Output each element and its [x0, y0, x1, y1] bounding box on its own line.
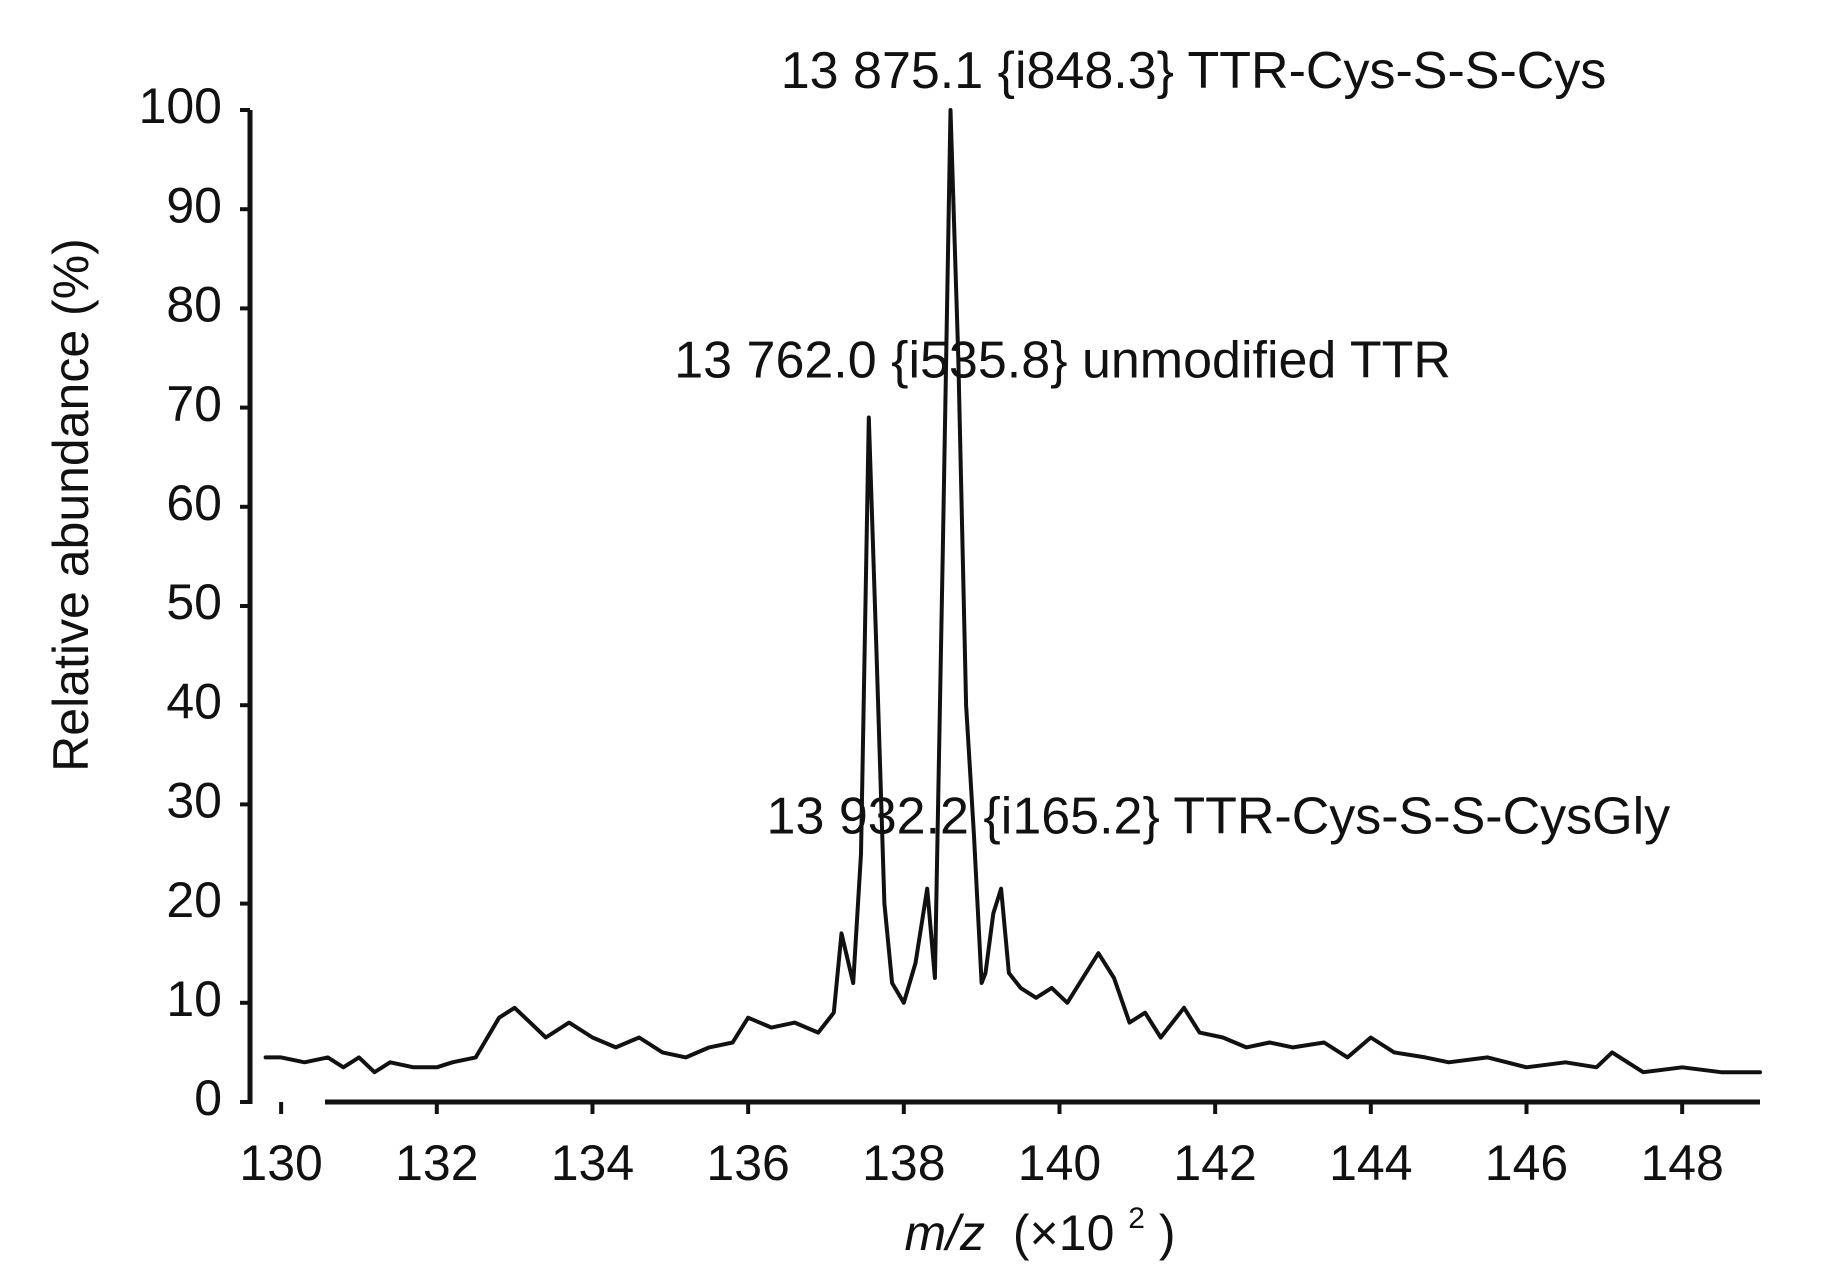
x-tick-label: 132 [395, 1135, 478, 1191]
peak-label: 13 932.2 {i165.2} TTR-Cys-S-S-CysGly [767, 788, 1671, 846]
x-axis-title-sup: 2 [1128, 1202, 1145, 1235]
peak-label: 13 875.1 {i848.3} TTR-Cys-S-S-Cys [781, 42, 1607, 100]
x-tick-label: 136 [706, 1135, 789, 1191]
y-axis: 0 10 20 30 40 50 60 70 80 90 100 [139, 78, 253, 1126]
x-tick-label: 130 [239, 1135, 322, 1191]
x-tick-label: 138 [862, 1135, 945, 1191]
y-tick-label: 20 [166, 872, 222, 928]
x-tick-label: 142 [1173, 1135, 1256, 1191]
y-tick-label: 100 [139, 78, 222, 134]
y-tick-label: 80 [166, 277, 222, 333]
peak-annotations: 13 875.1 {i848.3} TTR-Cys-S-S-Cys 13 762.… [674, 42, 1670, 846]
y-tick-label: 90 [166, 177, 222, 233]
x-axis: 130 132 134 136 138 140 142 144 146 148 [239, 1099, 1760, 1191]
y-tick-label: 50 [166, 574, 222, 630]
x-tick-label: 134 [551, 1135, 634, 1191]
spectrum-line [263, 108, 1762, 1075]
x-axis-title-italic: m/z [904, 1205, 985, 1261]
peak-label: 13 762.0 {i535.8} unmodified TTR [674, 332, 1451, 390]
y-tick-label: 30 [166, 773, 222, 829]
y-axis-title: Relative abundance (%) [43, 238, 99, 772]
spectrum-series [263, 108, 1762, 1075]
x-axis-title-rest: (×10 [1013, 1205, 1114, 1261]
x-tick-label: 140 [1018, 1135, 1101, 1191]
x-tick-label: 148 [1640, 1135, 1723, 1191]
x-axis-title-close: ) [1159, 1205, 1176, 1261]
y-tick-label: 70 [166, 376, 222, 432]
y-tick-label: 40 [166, 673, 222, 729]
x-tick-label: 146 [1485, 1135, 1568, 1191]
x-tick-label: 144 [1329, 1135, 1412, 1191]
y-tick-label: 0 [194, 1070, 222, 1126]
x-axis-title: m/z (×10 2 ) [904, 1183, 1175, 1261]
y-tick-label: 10 [166, 971, 222, 1027]
y-tick-label: 60 [166, 475, 222, 531]
